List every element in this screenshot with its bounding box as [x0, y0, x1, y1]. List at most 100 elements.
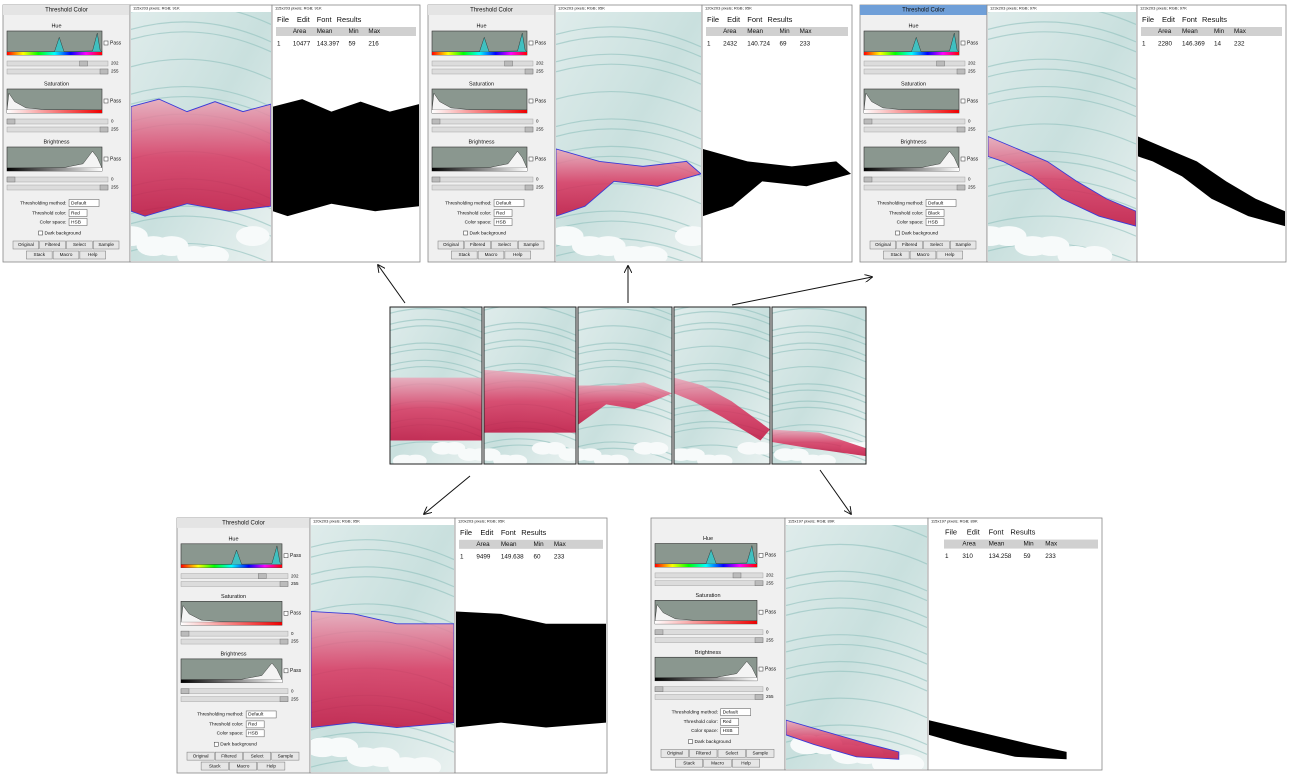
- menu-item[interactable]: Results: [767, 15, 792, 24]
- button[interactable]: Original: [661, 749, 689, 757]
- tissue-image: [478, 305, 580, 467]
- menu-item[interactable]: File: [460, 528, 472, 537]
- button-label: Select: [73, 242, 86, 247]
- menu-item[interactable]: File: [945, 528, 957, 537]
- pass-checkbox: [961, 41, 965, 45]
- option-label: Threshold color:: [457, 210, 491, 216]
- menu-label: Font: [1182, 15, 1198, 24]
- menu-item[interactable]: Results: [337, 15, 362, 24]
- option-value: HSB: [248, 731, 258, 737]
- column-header: Max: [800, 28, 813, 35]
- slider: [432, 61, 533, 66]
- slider-thumb: [80, 61, 88, 66]
- button[interactable]: Original: [13, 241, 39, 249]
- tissue-blob: [347, 747, 381, 767]
- menu-item[interactable]: Edit: [1162, 15, 1176, 24]
- menu-label: Edit: [727, 15, 741, 24]
- button[interactable]: Filtered: [465, 241, 491, 249]
- button[interactable]: Filtered: [40, 241, 66, 249]
- button[interactable]: Select: [924, 241, 950, 249]
- pass-label: Pass: [967, 40, 979, 46]
- result-cell: 232: [1234, 41, 1245, 48]
- button-label: Sample: [278, 753, 294, 758]
- menu-item[interactable]: Font: [989, 528, 1005, 537]
- stained-region: [311, 611, 454, 727]
- button[interactable]: Stack: [675, 759, 703, 767]
- color-strip: [432, 110, 527, 113]
- menu-item[interactable]: File: [707, 15, 719, 24]
- option-value: HSB: [71, 219, 81, 225]
- button-label: Select: [725, 751, 738, 756]
- tissue-blob: [137, 236, 171, 256]
- button-label: Filtered: [45, 242, 61, 247]
- result-cell: 2280: [1158, 41, 1173, 48]
- button[interactable]: Macro: [53, 251, 79, 259]
- slider-thumb: [755, 638, 763, 643]
- menu-label: Results: [1010, 528, 1035, 537]
- menu-item[interactable]: Results: [521, 528, 546, 537]
- result-cell: 59: [349, 41, 356, 48]
- button-label: Original: [193, 753, 209, 758]
- menu-item[interactable]: Edit: [727, 15, 741, 24]
- pass-label: Pass: [290, 611, 302, 617]
- column-header: Area: [723, 28, 737, 35]
- color-strip: [655, 621, 757, 624]
- menu-item[interactable]: Edit: [967, 528, 981, 537]
- button[interactable]: Stack: [26, 251, 52, 259]
- pass-label: Pass: [765, 609, 777, 615]
- button[interactable]: Macro: [910, 251, 936, 259]
- button[interactable]: Filtered: [897, 241, 923, 249]
- menu-item[interactable]: Font: [317, 15, 333, 24]
- button[interactable]: Select: [492, 241, 518, 249]
- menu-label: File: [460, 528, 472, 537]
- button[interactable]: Select: [718, 749, 746, 757]
- button[interactable]: Filtered: [690, 749, 718, 757]
- button[interactable]: Sample: [950, 241, 976, 249]
- slider: [432, 185, 533, 190]
- button[interactable]: Help: [80, 251, 106, 259]
- channel-label: Saturation: [221, 594, 246, 600]
- menu-item[interactable]: File: [277, 15, 289, 24]
- menu-label: Results: [521, 528, 546, 537]
- button[interactable]: Help: [505, 251, 531, 259]
- button[interactable]: Original: [187, 752, 214, 760]
- slider: [655, 573, 763, 578]
- button[interactable]: Macro: [704, 759, 732, 767]
- button[interactable]: Stack: [451, 251, 477, 259]
- tissue-blob: [559, 448, 581, 461]
- button[interactable]: Filtered: [215, 752, 242, 760]
- menu-item[interactable]: Results: [1010, 528, 1035, 537]
- menu-item[interactable]: File: [1142, 15, 1154, 24]
- tissue-blob: [572, 236, 607, 256]
- button[interactable]: Original: [870, 241, 896, 249]
- button[interactable]: Help: [258, 762, 285, 770]
- menu-label: Results: [337, 15, 362, 24]
- channel-label: Hue: [908, 23, 918, 29]
- button[interactable]: Macro: [229, 762, 256, 770]
- menu-item[interactable]: Font: [501, 528, 517, 537]
- button[interactable]: Sample: [93, 241, 119, 249]
- button[interactable]: Sample: [747, 749, 775, 757]
- button-label: Filtered: [221, 753, 237, 758]
- button[interactable]: Sample: [518, 241, 544, 249]
- button[interactable]: Original: [438, 241, 464, 249]
- button-label: Macro: [917, 252, 930, 257]
- option-label: Thresholding method:: [445, 200, 491, 206]
- menu-item[interactable]: Font: [747, 15, 763, 24]
- menu-item[interactable]: Edit: [480, 528, 494, 537]
- button-label: Filtered: [470, 242, 486, 247]
- button[interactable]: Help: [937, 251, 963, 259]
- button[interactable]: Macro: [478, 251, 504, 259]
- menu-item[interactable]: Edit: [297, 15, 311, 24]
- button[interactable]: Help: [732, 759, 760, 767]
- menu-item[interactable]: Font: [1182, 15, 1198, 24]
- mask-info: 120x203 pixels; RGB; 95K: [705, 6, 752, 11]
- menu-item[interactable]: Results: [1202, 15, 1227, 24]
- mask-shape: [456, 611, 606, 727]
- button[interactable]: Select: [244, 752, 271, 760]
- button[interactable]: Stack: [883, 251, 909, 259]
- option-value: Red: [248, 722, 257, 728]
- button[interactable]: Select: [67, 241, 93, 249]
- button[interactable]: Sample: [272, 752, 299, 760]
- button[interactable]: Stack: [201, 762, 228, 770]
